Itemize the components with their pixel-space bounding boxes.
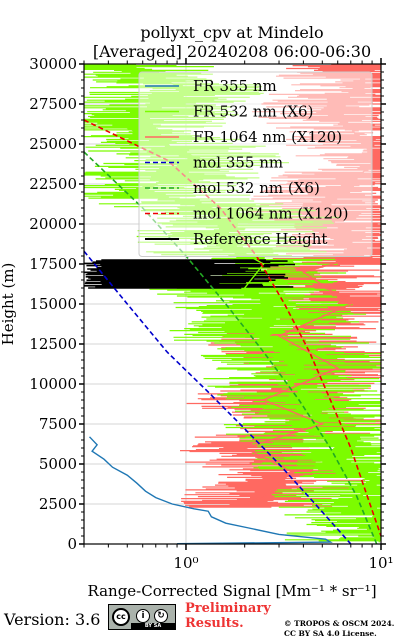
legend-label-2: FR 1064 nm (X120): [193, 128, 342, 146]
legend-label-4: mol 532 nm (X6): [193, 179, 320, 197]
legend-label-0: FR 355 nm: [193, 77, 277, 95]
chart-title: pollyxt_cpv at Mindelo: [140, 23, 323, 42]
chart-canvas: pollyxt_cpv at Mindelo [Averaged] 202402…: [0, 23, 394, 600]
y-tick-label: 30000: [29, 55, 77, 73]
y-tick-label: 15000: [29, 295, 77, 313]
legend-label-1: FR 532 nm (X6): [193, 103, 313, 121]
y-tick-label: 20000: [29, 215, 77, 233]
y-tick-label: 25000: [29, 135, 77, 153]
y-tick-label: 17500: [29, 255, 77, 273]
legend: FR 355 nm FR 532 nm (X6) FR 1064 nm (X120)…: [138, 71, 373, 257]
y-axis-label: Height (m): [0, 263, 17, 346]
cc-icon: cc: [112, 608, 130, 626]
y-tick-label: 27500: [29, 95, 77, 113]
copyright-notice: © TROPOS & OSCM 2024. CC BY SA 4.0 Licen…: [284, 619, 394, 639]
legend-label-3: mol 355 nm: [193, 154, 283, 172]
y-tick-label: 7500: [39, 415, 77, 433]
x-axis-label: Range-Corrected Signal [Mm⁻¹ * sr⁻¹]: [87, 582, 376, 600]
copyright-line-1: © TROPOS & OSCM 2024.: [284, 619, 395, 628]
preliminary-notice: Preliminary Results.: [185, 601, 271, 631]
by-icon: i: [136, 609, 150, 623]
preliminary-line-1: Preliminary: [185, 601, 271, 616]
y-tick-label: 10000: [29, 375, 77, 393]
copyright-line-2: CC BY SA 4.0 License.: [284, 629, 377, 638]
cc-badge-label: BY SA: [131, 623, 175, 629]
y-tick-label: 22500: [29, 175, 77, 193]
cc-license-badge[interactable]: cc i ↻ BY SA: [108, 604, 176, 630]
reference-height-band: [84, 259, 295, 289]
series-line-0: [88, 436, 333, 545]
x-tick-label: 10¹: [368, 554, 393, 572]
x-tick-label: 10⁰: [173, 554, 198, 572]
preliminary-line-2: Results.: [185, 616, 244, 631]
legend-label-5: mol 1064 nm (X120): [193, 205, 348, 223]
legend-box: [138, 71, 373, 257]
axes: 0 2500 5000 7500 10000 12500 15000 17500 20000 22…: [29, 55, 393, 572]
y-tick-label: 5000: [39, 455, 77, 473]
legend-label-6: Reference Height: [193, 230, 327, 248]
y-tick-label: 0: [67, 535, 77, 553]
chart-subtitle: [Averaged] 20240208 06:00-06:30: [93, 42, 371, 61]
y-tick-label: 2500: [39, 495, 77, 513]
sa-icon: ↻: [154, 609, 168, 623]
y-tick-label: 12500: [29, 335, 77, 353]
version-label: Version: 3.6: [4, 610, 101, 629]
